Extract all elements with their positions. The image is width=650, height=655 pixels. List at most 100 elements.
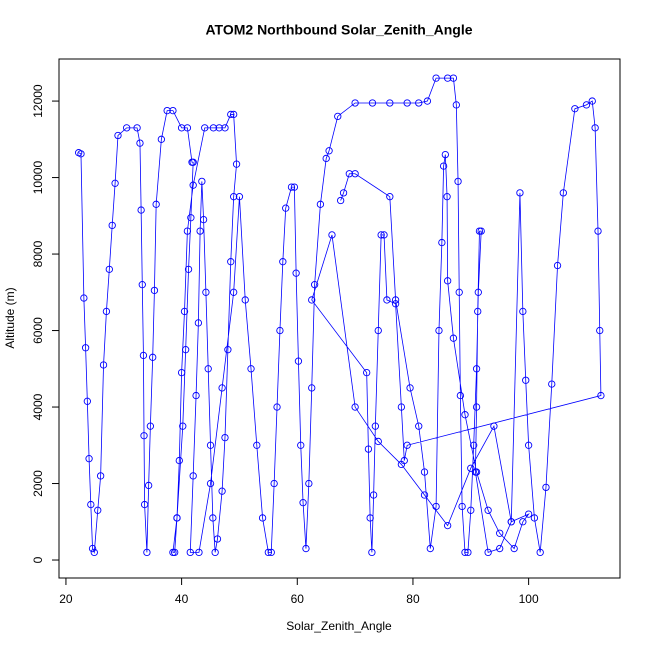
data-point	[221, 433, 229, 442]
data-point	[415, 422, 423, 430]
data-point	[391, 296, 400, 304]
data-point	[77, 150, 85, 158]
x-tick-label: 20	[59, 592, 73, 606]
data-point	[305, 479, 313, 488]
data-point	[302, 544, 310, 553]
data-point	[270, 479, 278, 488]
data-point	[461, 548, 469, 557]
data-point	[496, 544, 504, 553]
data-point	[140, 500, 149, 509]
y-tick-label: 0	[31, 556, 45, 563]
y-tick-label: 12000	[31, 84, 45, 118]
data-point	[371, 422, 380, 430]
data-point	[449, 334, 458, 342]
data-point	[209, 514, 217, 522]
data-point	[386, 193, 394, 201]
data-point	[363, 368, 371, 377]
data-point	[435, 326, 443, 335]
data-point	[337, 196, 345, 205]
data-point	[230, 193, 238, 201]
y-tick-label: 10000	[31, 161, 45, 195]
data-point	[157, 135, 166, 143]
data-point	[594, 227, 602, 235]
data-point	[334, 112, 342, 121]
data-point	[177, 124, 186, 132]
y-axis-label: Altitude (m)	[3, 287, 17, 348]
data-point	[105, 265, 113, 274]
data-point	[516, 189, 524, 197]
data-point	[211, 548, 219, 557]
data-point	[470, 441, 478, 449]
data-point	[423, 97, 432, 105]
y-tick-label: 4000	[31, 393, 45, 420]
data-point	[186, 548, 194, 557]
data-point	[397, 460, 406, 469]
data-point	[458, 502, 466, 511]
data-point	[542, 483, 550, 492]
data-point	[524, 441, 533, 449]
data-point	[308, 384, 316, 392]
data-point	[202, 288, 210, 296]
data-point	[406, 384, 414, 392]
data-point	[279, 258, 287, 266]
data-point	[548, 380, 556, 388]
data-point	[519, 518, 527, 526]
data-point	[444, 74, 452, 82]
data-point	[559, 189, 567, 197]
data-point	[432, 502, 440, 511]
data-point	[461, 411, 469, 419]
data-point	[258, 514, 267, 522]
data-point	[553, 261, 562, 270]
data-point	[140, 432, 148, 440]
data-point	[152, 200, 160, 208]
data-point	[194, 319, 203, 327]
data-point	[81, 344, 90, 352]
data-point	[443, 193, 451, 201]
data-point	[536, 548, 544, 557]
data-point	[374, 437, 382, 446]
data-point	[467, 464, 475, 472]
data-point	[368, 99, 377, 107]
data-point	[175, 456, 183, 465]
data-point	[464, 548, 472, 557]
data-point	[85, 455, 93, 463]
data-point	[180, 307, 189, 316]
data-point	[201, 124, 209, 132]
data-point	[114, 131, 122, 140]
data-point	[364, 445, 373, 453]
data-point	[467, 506, 475, 514]
data-point	[206, 441, 215, 449]
data-point	[444, 521, 452, 530]
data-point	[403, 441, 411, 449]
data-point	[111, 179, 119, 187]
data-point	[490, 422, 498, 430]
data-point	[230, 110, 238, 119]
data-point	[87, 500, 95, 509]
data-point	[83, 397, 91, 405]
data-point	[267, 548, 275, 557]
data-point	[90, 548, 98, 557]
data-point	[215, 124, 223, 132]
x-axis-label: Solar_Zenith_Angle	[286, 619, 392, 633]
data-point	[189, 158, 197, 166]
data-point	[297, 441, 305, 449]
data-point	[420, 491, 429, 499]
data-point	[192, 391, 200, 400]
data-point	[310, 281, 319, 289]
data-point	[474, 288, 482, 296]
data-point	[80, 294, 88, 302]
data-point	[169, 106, 177, 115]
data-point	[184, 265, 193, 274]
data-point	[218, 384, 226, 392]
data-point	[524, 510, 533, 518]
data-point	[273, 403, 281, 411]
data-point	[322, 154, 330, 163]
data-point	[187, 214, 195, 222]
data-point	[403, 99, 411, 107]
data-point	[475, 227, 484, 235]
data-point	[308, 296, 316, 304]
data-point	[426, 544, 434, 553]
data-point	[472, 403, 481, 411]
